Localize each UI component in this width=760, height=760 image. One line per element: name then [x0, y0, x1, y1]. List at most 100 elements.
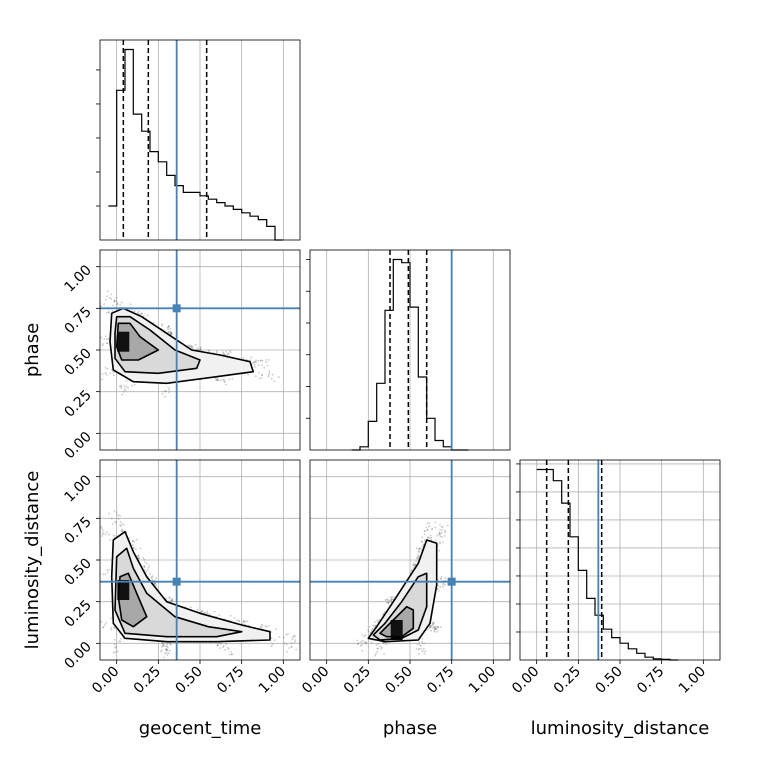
scatter-point [267, 374, 270, 376]
scatter-point [214, 377, 217, 380]
scatter-point [357, 642, 360, 645]
contour-level-2 [372, 572, 428, 641]
scatter-point [129, 303, 132, 306]
y-tick-label: 1.00 [61, 262, 94, 295]
scatter-point [418, 548, 420, 551]
scatter-point [163, 652, 166, 655]
scatter-point [260, 623, 263, 626]
scatter-point [265, 626, 268, 628]
scatter-point [143, 558, 146, 561]
scatter-point [420, 540, 423, 543]
scatter-point [428, 525, 430, 528]
scatter-point [222, 352, 225, 355]
scatter-point [171, 597, 174, 600]
scatter-point [114, 300, 116, 302]
scatter-point [121, 393, 124, 396]
histogram-step-phase [351, 258, 469, 451]
scatter-point [105, 373, 108, 376]
scatter-point [112, 651, 115, 654]
scatter-point [109, 539, 112, 541]
panel-border [99, 39, 301, 241]
scatter-point [431, 528, 433, 531]
scatter-point [102, 573, 105, 576]
scatter-point [427, 536, 429, 539]
scatter-point [103, 338, 106, 340]
scatter-point [105, 622, 107, 624]
scatter-point [165, 648, 168, 650]
scatter-point [141, 312, 144, 315]
scatter-point [439, 585, 442, 588]
scatter-point [229, 349, 231, 352]
scatter-point [356, 639, 359, 642]
scatter-point [132, 547, 135, 549]
scatter-point [148, 573, 151, 576]
y-tick-label: 0.75 [61, 514, 94, 547]
scatter-point [96, 371, 98, 373]
scatter-point [106, 342, 109, 344]
scatter-point [111, 523, 114, 525]
scatter-point [155, 577, 158, 580]
scatter-point [151, 575, 154, 577]
scatter-point [215, 379, 218, 382]
scatter-point [416, 557, 418, 560]
scatter-point [361, 649, 364, 652]
scatter-point [270, 637, 273, 640]
scatter-point [127, 386, 129, 389]
scatter-point [293, 634, 295, 637]
scatter-point [360, 640, 362, 643]
scatter-point [220, 643, 223, 645]
scatter-point [162, 644, 165, 647]
scatter-point [116, 650, 119, 653]
scatter-point [153, 579, 156, 581]
scatter-point [208, 349, 211, 352]
scatter-point [97, 531, 99, 533]
scatter-point [435, 628, 438, 631]
scatter-point [200, 346, 202, 349]
scatter-point [171, 599, 173, 601]
scatter-point [270, 645, 273, 647]
scatter-point [441, 525, 444, 528]
x-tick-label: 0.00 [299, 664, 332, 697]
scatter-point [189, 345, 191, 348]
scatter-point [137, 310, 140, 313]
corner-plot-panels: 0.00 0.25 0.50 0.75 1.00 0.00 0.25 0.50 0.75 1.00… [22, 39, 721, 739]
scatter-point [164, 395, 166, 398]
scatter-point [434, 630, 436, 633]
scatter-point [150, 576, 153, 579]
y-tick-label: 1.00 [61, 472, 94, 505]
scatter-point [113, 626, 116, 629]
contour-level-1 [109, 307, 255, 385]
scatter-point [161, 324, 163, 327]
y-axis-label-luminosity_distance: luminosity_distance [22, 471, 43, 650]
scatter-point [169, 331, 171, 334]
y-tick-label: 0.25 [61, 387, 94, 420]
scatter-point [293, 641, 296, 644]
scatter-point [438, 533, 441, 536]
scatter-point [154, 582, 156, 585]
scatter-point [388, 601, 390, 604]
scatter-point [434, 627, 436, 629]
scatter-point [169, 332, 172, 335]
scatter-point [96, 340, 98, 342]
scatter-point [106, 290, 109, 293]
scatter-point [268, 359, 270, 361]
scatter-point [140, 313, 143, 316]
scatter-point [114, 651, 116, 654]
scatter-point [237, 620, 240, 622]
scatter-point [104, 335, 107, 338]
scatter-point [90, 341, 92, 343]
scatter-point [423, 652, 426, 655]
scatter-point [104, 372, 107, 375]
scatter-point [243, 621, 246, 623]
scatter-point [412, 562, 415, 565]
scatter-point [168, 649, 171, 652]
scatter-point [191, 345, 193, 347]
scatter-point [441, 583, 444, 586]
scatter-point [285, 643, 288, 645]
scatter-point [285, 633, 288, 636]
scatter-point [165, 652, 168, 654]
scatter-point [104, 366, 107, 369]
scatter-point [426, 628, 429, 631]
scatter-point [133, 383, 136, 386]
scatter-point [227, 648, 230, 650]
